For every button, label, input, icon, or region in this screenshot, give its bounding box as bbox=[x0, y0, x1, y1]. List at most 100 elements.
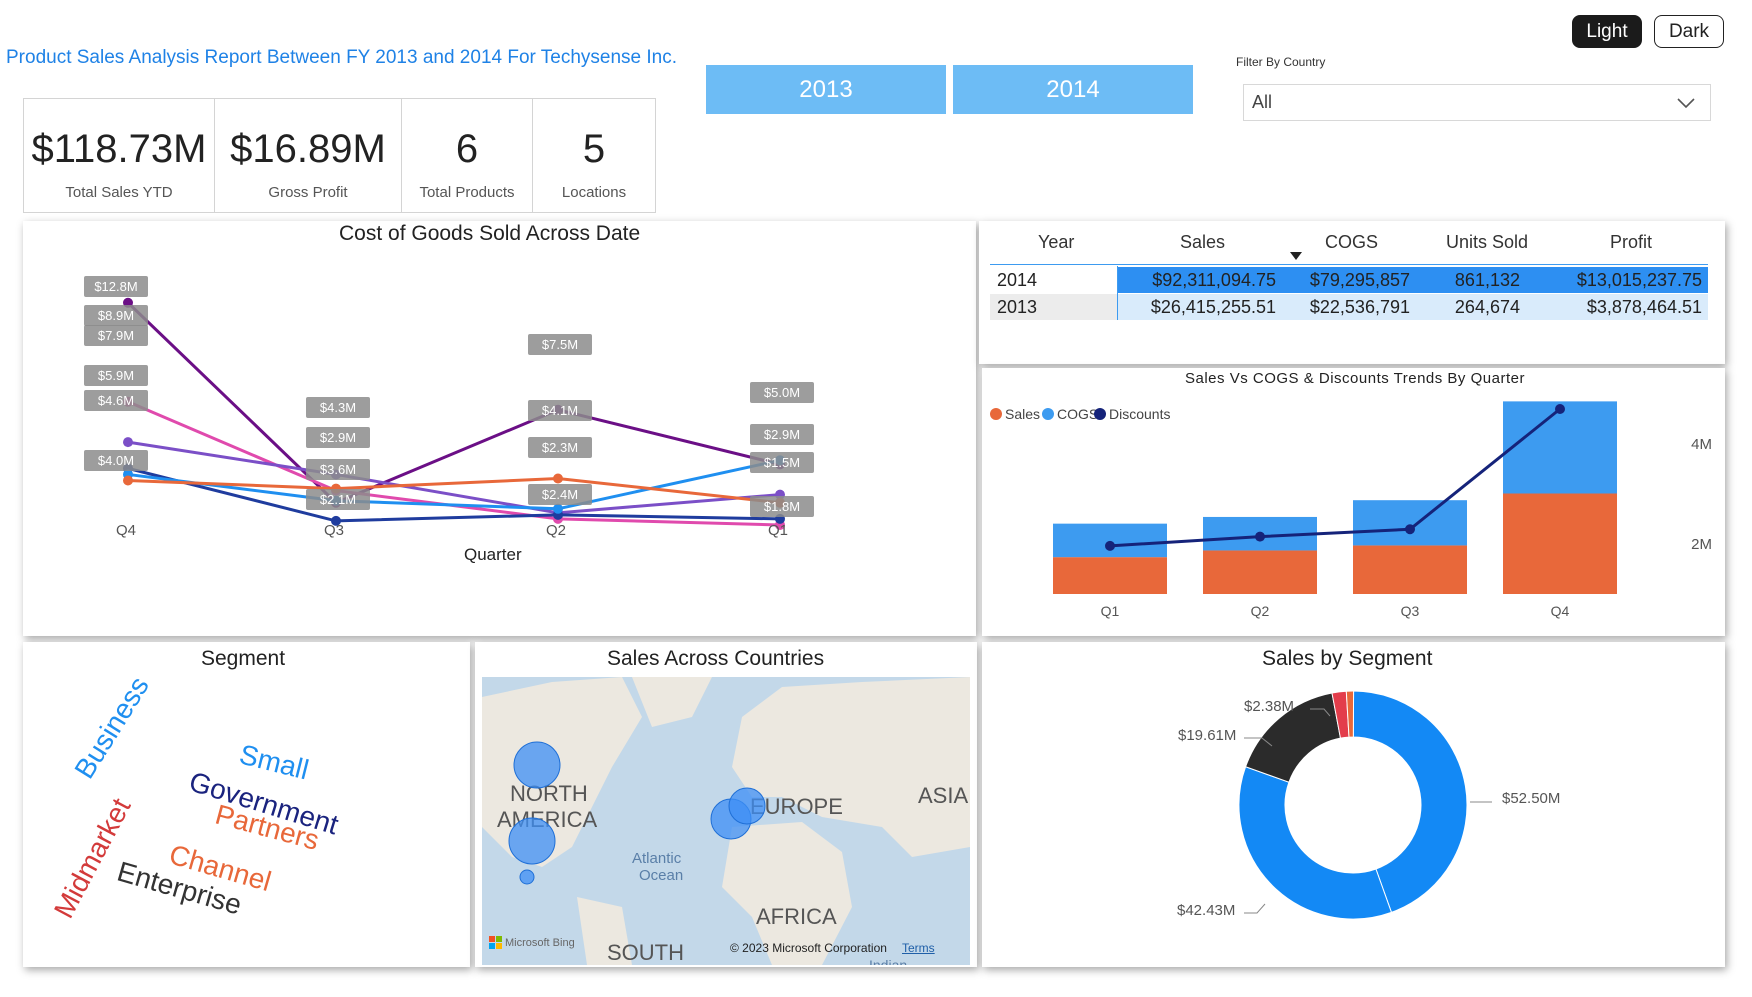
table-row-2014-sales[interactable]: $92,311,094.75 bbox=[1152, 270, 1276, 290]
data-label: $4.0M bbox=[98, 453, 134, 468]
kpi-label: Total Products bbox=[419, 184, 515, 201]
year-2014-button[interactable]: 2014 bbox=[953, 65, 1193, 114]
country-filter-dropdown[interactable]: All bbox=[1243, 84, 1711, 121]
x-tick-label: Q3 bbox=[324, 522, 344, 539]
legend-marker bbox=[990, 408, 1002, 420]
kpi-label: Total Sales YTD bbox=[65, 184, 173, 201]
data-label-box bbox=[84, 390, 148, 411]
series-point bbox=[553, 503, 563, 514]
bar-cogs bbox=[1353, 500, 1467, 546]
filter-selected-value: All bbox=[1252, 92, 1273, 112]
leader-line bbox=[1244, 903, 1266, 914]
donut-title: Sales by Segment bbox=[1262, 647, 1433, 670]
table-row-2013-cogs[interactable]: $22,536,791 bbox=[1309, 297, 1410, 317]
trend-chart-title: Sales Vs COGS & Discounts Trends By Quar… bbox=[1185, 370, 1525, 387]
kpi-value: $118.73M bbox=[31, 127, 207, 171]
slice-label: $19.61M bbox=[1178, 727, 1236, 744]
trend-combo-chart: Sales COGS Discounts Q1 Q2 Q3 Q4 4M 2M bbox=[990, 401, 1712, 619]
map-bubbles bbox=[508, 741, 766, 885]
table-column-divider bbox=[1117, 266, 1118, 320]
series-line bbox=[127, 466, 781, 523]
map-label-atlantic: Atlantic bbox=[632, 850, 682, 867]
column-header-cogs[interactable]: COGS bbox=[1325, 232, 1379, 252]
column-header-units-sold[interactable]: Units Sold bbox=[1446, 232, 1529, 252]
segment-word-cloud-card bbox=[23, 642, 470, 967]
bar-cogs bbox=[1503, 401, 1617, 494]
kpi-total-products: 6 Total Products bbox=[401, 98, 533, 213]
leader-line bbox=[1310, 708, 1331, 717]
kpi-label: Locations bbox=[561, 184, 627, 201]
kpi-total-sales: $118.73M Total Sales YTD bbox=[23, 98, 215, 213]
data-label-box bbox=[84, 325, 148, 346]
series-line bbox=[127, 476, 781, 505]
table-row-2014-year[interactable]: 2014 bbox=[997, 270, 1038, 290]
y-tick-label: 4M bbox=[1691, 436, 1712, 453]
table-row-2013-year[interactable]: 2013 bbox=[997, 297, 1038, 317]
filter-label: Filter By Country bbox=[1236, 55, 1326, 69]
data-label: $5.0M bbox=[764, 385, 800, 400]
x-tick-label: Q1 bbox=[1101, 603, 1120, 619]
data-label-box bbox=[306, 397, 370, 418]
bar-sales bbox=[1353, 545, 1467, 594]
data-label-box bbox=[528, 334, 592, 355]
column-header-sales[interactable]: Sales bbox=[1180, 232, 1226, 252]
table-row-2014-cogs[interactable]: $79,295,857 bbox=[1309, 270, 1410, 290]
series-point bbox=[553, 473, 563, 484]
light-theme-button[interactable]: Light bbox=[1572, 15, 1642, 48]
table-row-2013-profit[interactable]: $3,878,464.51 bbox=[1586, 297, 1702, 317]
data-label-box bbox=[306, 459, 370, 480]
column-header-year[interactable]: Year bbox=[1038, 232, 1075, 252]
data-label-box bbox=[84, 305, 148, 326]
discount-point bbox=[1255, 531, 1265, 542]
series-line bbox=[127, 440, 781, 515]
data-label-box bbox=[84, 276, 148, 297]
table-row-2014-profit[interactable]: $13,015,237.75 bbox=[1576, 270, 1702, 290]
column-header-profit[interactable]: Profit bbox=[1610, 232, 1653, 252]
data-label: $1.8M bbox=[764, 499, 800, 514]
series-point bbox=[123, 475, 133, 486]
discount-point bbox=[1405, 524, 1415, 535]
table-row-2014-units[interactable]: 861,132 bbox=[1454, 270, 1520, 290]
kpi-gross-profit: $16.89M Gross Profit bbox=[214, 98, 402, 213]
series-line bbox=[126, 301, 781, 505]
sales-map[interactable]: NORTH AMERICA EUROPE ASIA Atlantic Ocean… bbox=[482, 677, 970, 965]
map-label-indian: Indian bbox=[869, 957, 908, 965]
data-label-box bbox=[750, 382, 814, 403]
map-label-south: SOUTH bbox=[607, 940, 684, 965]
legend-label: Discounts bbox=[1109, 406, 1170, 422]
data-label: $5.9M bbox=[98, 368, 134, 383]
y-tick-label: 2M bbox=[1691, 536, 1712, 553]
slice-label: $42.43M bbox=[1177, 902, 1235, 919]
table-row-2013-sales[interactable]: $26,415,255.51 bbox=[1150, 297, 1276, 317]
data-label: $8.9M bbox=[98, 308, 134, 323]
table-row-bg bbox=[1118, 294, 1708, 320]
sales-by-segment-donut: $2.38M $19.61M $52.50M $42.43M bbox=[1177, 690, 1560, 920]
data-label-box bbox=[750, 424, 814, 445]
map-label-asia: ASIA bbox=[918, 783, 969, 808]
data-label-box bbox=[306, 427, 370, 448]
year-2013-button[interactable]: 2013 bbox=[706, 65, 946, 114]
kpi-value: 6 bbox=[455, 127, 479, 171]
data-label: $7.9M bbox=[98, 328, 134, 343]
cogs-chart-title: Cost of Goods Sold Across Date bbox=[339, 222, 641, 245]
map-label-africa: AFRICA bbox=[756, 904, 837, 929]
x-tick-label: Q2 bbox=[546, 522, 566, 539]
kpi-value: 5 bbox=[582, 127, 606, 171]
donut-slice bbox=[1345, 690, 1355, 738]
kpi-label: Gross Profit bbox=[268, 184, 348, 201]
slice-label: $2.38M bbox=[1244, 698, 1294, 715]
bing-attribution: Microsoft Bing bbox=[489, 936, 575, 949]
donut-slice bbox=[1352, 690, 1468, 913]
bar-sales bbox=[1053, 557, 1167, 594]
data-label-box bbox=[528, 484, 592, 505]
table-row-2013-units[interactable]: 264,674 bbox=[1454, 297, 1520, 317]
sort-descending-icon[interactable] bbox=[1289, 251, 1303, 261]
series-point bbox=[123, 437, 133, 448]
table-header-divider bbox=[990, 264, 1708, 265]
x-tick-label: Q1 bbox=[768, 522, 788, 539]
microsoft-logo-icon bbox=[489, 936, 502, 949]
x-tick-label: Q4 bbox=[116, 522, 136, 539]
dark-theme-button[interactable]: Dark bbox=[1654, 15, 1724, 48]
map-terms-link[interactable]: Terms bbox=[902, 941, 935, 955]
map-label-ocean: Ocean bbox=[639, 867, 684, 884]
